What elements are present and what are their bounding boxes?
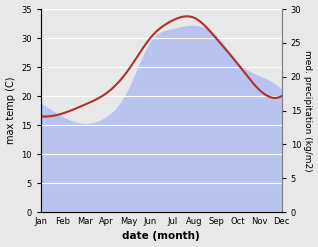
Y-axis label: med. precipitation (kg/m2): med. precipitation (kg/m2) bbox=[303, 50, 313, 171]
X-axis label: date (month): date (month) bbox=[122, 231, 200, 242]
Y-axis label: max temp (C): max temp (C) bbox=[5, 77, 16, 144]
